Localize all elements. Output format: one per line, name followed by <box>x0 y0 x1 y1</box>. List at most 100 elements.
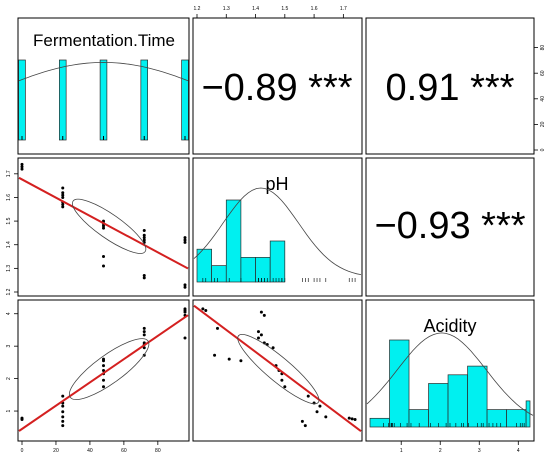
histogram-bar-2-5 <box>467 365 488 428</box>
scatter-point-r2c1-23 <box>213 353 217 357</box>
scatter-point-r2c0-17 <box>142 346 146 350</box>
scatter-point-r2c0-16 <box>102 357 105 361</box>
scatter-point-r2c0-9 <box>61 419 65 423</box>
scatter-point-r2c1-4 <box>318 404 322 408</box>
lower-scatterplots <box>18 162 362 432</box>
histogram-bar-2-4 <box>447 374 468 428</box>
scatter-point-r2c1-9 <box>300 419 304 423</box>
variable-name-acidity: Acidity <box>423 316 476 336</box>
scatter-point-r2c1-8 <box>303 424 307 428</box>
histogram-bar-1-1 <box>211 265 227 283</box>
regression-line-r2c1 <box>193 304 362 432</box>
scatter-point-r1c0-25 <box>183 238 187 242</box>
scatter-point-r2c1-5 <box>315 410 319 414</box>
scatter-point-r2c1-1 <box>350 417 354 421</box>
density-curve-0 <box>18 61 189 82</box>
scatter-point-r2c1-15 <box>239 359 243 363</box>
bottom-tick-label-time-1: 20 <box>53 448 59 454</box>
regression-line-r2c0 <box>18 314 189 432</box>
scatter-point-r1c0-22 <box>142 273 146 277</box>
panel-frame-r1-c1 <box>192 157 363 297</box>
scatter-point-r2c1-21 <box>256 330 260 334</box>
scatter-point-r2c1-26 <box>256 336 260 340</box>
correlation-value-1: 0.91 *** <box>386 67 515 109</box>
scatter-point-r1c0-5 <box>61 193 65 197</box>
scatter-point-r1c0-20 <box>142 238 146 242</box>
scatter-point-r1c0-18 <box>142 233 146 237</box>
top-tick-label-4: 1.6 <box>311 6 318 12</box>
left-tick-label-acidity-3: 4 <box>6 312 12 315</box>
scatter-point-r1c0-17 <box>142 229 146 233</box>
histogram-bar-0-0 <box>18 59 26 141</box>
left-tick-label-ph-5: 1.7 <box>6 170 12 177</box>
scatter-point-r2c0-20 <box>142 333 146 337</box>
right-tick-label-hist-1: 20 <box>540 121 546 127</box>
bottom-tick-label-acidity-2: 3 <box>478 448 481 454</box>
correlation-ellipse-r2c0 <box>69 338 150 400</box>
right-tick-label-hist-3: 60 <box>540 70 546 76</box>
histogram-bar-0-3 <box>140 59 148 141</box>
top-tick-label-5: 1.7 <box>340 6 347 12</box>
scatter-point-r2c1-0 <box>353 417 357 421</box>
scatter-point-r1c0-19 <box>142 236 146 240</box>
bottom-tick-label-time-0: 0 <box>21 448 24 454</box>
panel-frame-r0-c0 <box>17 17 190 155</box>
scatter-point-r1c0-6 <box>61 195 65 199</box>
upper-correlations: −0.89 *** 0.91 *** −0.93 *** <box>201 67 525 247</box>
variable-name-ph: pH <box>265 174 288 194</box>
bottom-tick-label-time-4: 80 <box>155 448 161 454</box>
density-curve-2 <box>366 332 534 416</box>
right-tick-label-hist-4: 80 <box>540 45 546 51</box>
scatter-point-r2c1-16 <box>227 357 231 361</box>
histogram-bar-2-3 <box>428 383 449 428</box>
scatter-point-r2c1-27 <box>204 308 208 312</box>
histogram-bar-2-0 <box>369 417 390 428</box>
correlation-ellipse-r1c0 <box>72 198 147 254</box>
histogram-bar-0-4 <box>181 59 189 141</box>
scatter-point-r1c0-14 <box>102 226 105 230</box>
regression-line-r1c0 <box>18 176 189 270</box>
scatter-point-r1c0-27 <box>183 283 187 287</box>
scatter-point-r2c0-7 <box>61 394 65 398</box>
scatter-point-r2c1-17 <box>271 346 275 350</box>
scatter-point-r1c0-4 <box>61 191 65 195</box>
scatter-point-r2c0-21 <box>142 330 146 334</box>
scatter-point-r1c0-16 <box>102 264 105 268</box>
bottom-tick-label-time-3: 60 <box>121 448 127 454</box>
panel-frame-r2-c0 <box>17 299 190 442</box>
panel-frames <box>17 17 535 442</box>
histogram-bar-1-3 <box>240 257 256 283</box>
scatter-point-r1c0-8 <box>61 203 65 207</box>
scatter-point-r1c0-15 <box>102 255 105 259</box>
correlation-value-0: −0.89 *** <box>201 67 352 109</box>
panel-frame-r1-c0 <box>17 157 190 297</box>
left-tick-label-ph-4: 1.6 <box>6 194 12 201</box>
scatter-point-r2c1-2 <box>347 416 351 420</box>
scatter-point-r2c1-7 <box>306 394 310 398</box>
scatter-point-r2c1-10 <box>283 385 287 389</box>
scatter-point-r1c0-13 <box>102 224 105 228</box>
left-tick-label-ph-2: 1.4 <box>6 241 12 248</box>
panel-frame-r0-c1 <box>192 17 363 155</box>
histogram-bar-1-4 <box>255 257 271 283</box>
scatter-point-r2c1-25 <box>259 310 263 314</box>
scatter-point-r2c0-22 <box>142 326 146 330</box>
panel-frame-r0-c2 <box>365 17 535 155</box>
scatter-point-r2c1-28 <box>201 307 205 311</box>
right-tick-label-hist-2: 40 <box>540 96 546 102</box>
scatter-point-r1c0-2 <box>20 167 24 171</box>
diagonal-histograms: Fermentation.Time pH Acidity <box>18 31 534 428</box>
scatter-point-r1c0-26 <box>183 240 187 244</box>
left-tick-label-acidity-1: 2 <box>6 377 12 380</box>
left-tick-label-ph-1: 1.3 <box>6 265 12 272</box>
scatter-point-r2c0-10 <box>102 385 105 389</box>
left-tick-label-ph-0: 1.2 <box>6 288 12 295</box>
correlation-value-2: −0.93 *** <box>374 205 525 247</box>
scatter-point-r2c0-4 <box>61 404 65 408</box>
histogram-bar-1-5 <box>269 240 286 283</box>
scatter-point-r2c1-20 <box>259 333 263 337</box>
bottom-tick-label-acidity-3: 4 <box>517 448 520 454</box>
scatter-point-r2c0-11 <box>102 378 105 382</box>
top-tick-label-0: 1.2 <box>194 6 201 12</box>
